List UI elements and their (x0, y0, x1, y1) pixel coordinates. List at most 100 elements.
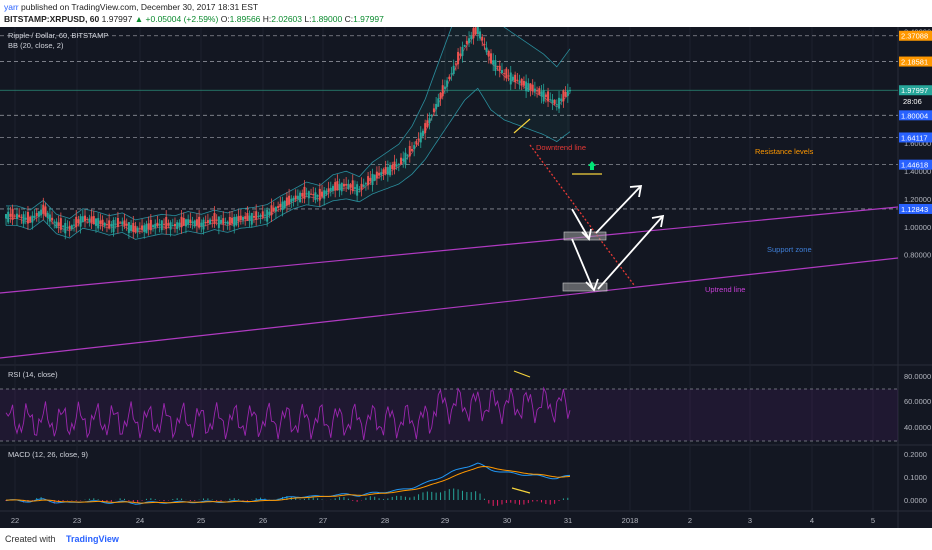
price-tick: 1.60000 (904, 139, 931, 148)
open-value: 1.89566 (229, 14, 261, 24)
candle-body (492, 60, 495, 65)
candle-body (195, 219, 198, 226)
candle-body (518, 80, 521, 84)
candle-body (564, 91, 567, 97)
rsi-tick: 40.0000 (904, 423, 931, 432)
time-axis[interactable]: 22 23 24 25 26 27 28 29 30 31 2018 2 3 4 5 (11, 516, 875, 525)
signal-line[interactable] (6, 465, 571, 504)
candle-body (538, 88, 541, 95)
candle-body (389, 164, 392, 176)
candle-body (281, 201, 284, 211)
annotation-downtrend: Downtrend line (536, 143, 586, 152)
candle-body (505, 68, 508, 79)
candle-body (384, 167, 387, 174)
candle-body (345, 183, 348, 186)
candle-body (378, 172, 381, 176)
candle-body (149, 219, 152, 231)
candle-body (277, 206, 280, 209)
candle-body (55, 221, 58, 229)
candle-body (437, 98, 440, 107)
candle-body (53, 221, 56, 223)
candle-body (84, 215, 87, 221)
symbol-line: BITSTAMP:XRPUSD, 60 1.97997 ▲ +0.05004 (… (4, 14, 384, 24)
upper-channel-line[interactable] (0, 206, 899, 294)
candle-body (375, 171, 378, 179)
candle-body (35, 213, 38, 217)
downtrend-line[interactable] (529, 144, 635, 286)
candle-body (26, 211, 29, 224)
candle-body (325, 190, 328, 195)
candle-body (410, 149, 413, 151)
candle-body (489, 53, 492, 64)
candle-body (457, 51, 460, 65)
price-label: 1.64117 (901, 133, 928, 142)
candle-body (158, 223, 161, 226)
candle-body (472, 28, 475, 39)
candle-body (66, 227, 69, 229)
divergence-line-price[interactable] (513, 118, 531, 134)
candle-body (329, 187, 332, 192)
arrow-down-2[interactable] (571, 238, 594, 290)
candle-body (424, 123, 427, 133)
candle-body (301, 193, 304, 197)
candle-body (222, 218, 225, 224)
candle-body (75, 216, 78, 228)
candle-body (88, 218, 91, 223)
candle-body (143, 225, 146, 232)
candle-body (485, 47, 488, 53)
bb-fill (6, 27, 570, 240)
low-value: 1.89000 (311, 14, 343, 24)
candle-body (288, 195, 291, 205)
candle-body (367, 176, 370, 186)
macd-line[interactable] (5, 462, 571, 505)
candle-body (474, 27, 477, 35)
support-box-lower[interactable] (562, 282, 608, 292)
candle-body (560, 98, 563, 102)
candle-body (119, 222, 122, 224)
candle-body (99, 220, 102, 224)
rsi-band (0, 389, 898, 441)
arrow-up-2[interactable] (597, 216, 663, 290)
chart-area[interactable]: Downtrend line Resistance levels Support… (0, 27, 932, 528)
uptrend-line[interactable] (0, 257, 899, 359)
candle-body (261, 211, 264, 218)
candle-body (542, 90, 545, 102)
candle-body (246, 213, 249, 221)
candle-body (551, 99, 554, 104)
arrow-head-up-1 (629, 184, 643, 198)
candle-body (94, 218, 97, 226)
candle-body (509, 72, 512, 85)
candle-body (417, 138, 420, 141)
divergence-line-macd[interactable] (511, 487, 531, 494)
grid (14, 27, 874, 511)
candle-body (507, 75, 510, 77)
candle-body (145, 223, 148, 234)
arrow-up-1[interactable] (595, 186, 641, 234)
candle-body (558, 97, 561, 109)
author-link[interactable]: yarr (4, 2, 19, 12)
rsi-line[interactable] (5, 386, 571, 440)
tradingview-logo[interactable]: TradingView (66, 534, 119, 544)
candle-body (160, 220, 163, 231)
candle-body (496, 65, 499, 67)
divergence-line-rsi[interactable] (513, 370, 531, 378)
candle-body (531, 84, 534, 91)
price-label-bg (899, 30, 932, 41)
time-tick: 25 (197, 516, 205, 525)
price-tick: 1.40000 (904, 167, 931, 176)
candle-body (169, 222, 172, 230)
close-value: 1.97997 (353, 14, 384, 24)
candle-body (22, 214, 25, 224)
chart-svg[interactable]: Downtrend line Resistance levels Support… (0, 27, 932, 528)
candle-body (147, 223, 150, 229)
candle-body (547, 91, 550, 102)
time-tick: 23 (73, 516, 81, 525)
candle-body (465, 40, 468, 45)
candle-body (430, 114, 433, 117)
arrow-down-1[interactable] (571, 208, 589, 238)
candle-body (544, 94, 547, 97)
footer: Created with TradingView (0, 528, 932, 550)
time-tick: 27 (319, 516, 327, 525)
price-label: 2.18581 (901, 58, 928, 67)
candle-body (13, 215, 16, 217)
